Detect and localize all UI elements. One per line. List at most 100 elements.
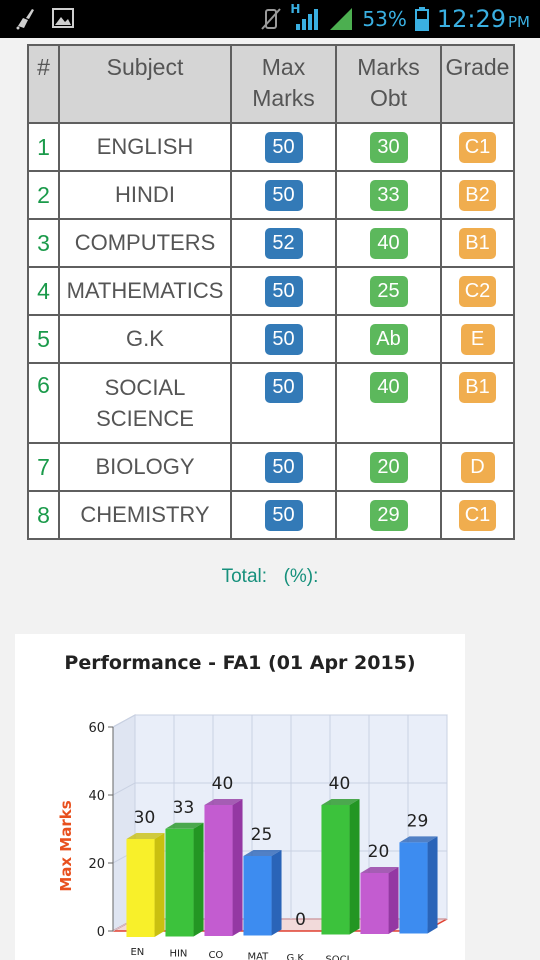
row-max-marks: 50 [230, 266, 337, 316]
table-row: 3 COMPUTERS 52 40 B1 [27, 218, 515, 268]
row-grade: B1 [440, 218, 515, 268]
header-max-marks-line2: Marks [252, 85, 315, 111]
row-max-marks: 52 [230, 218, 337, 268]
chart-x-label: EN [130, 947, 144, 958]
row-grade: C1 [440, 490, 515, 540]
notification-icons [14, 6, 74, 30]
header-marks-obt: Marks Obt [335, 44, 442, 124]
chart-y-tick-label: 0 [97, 925, 105, 940]
row-max-marks: 50 [230, 442, 337, 492]
chart-data-label: 20 [368, 842, 390, 862]
row-num: 2 [27, 170, 60, 220]
grade-badge: D [460, 451, 495, 483]
header-marks-obt-line1: Marks [357, 54, 420, 80]
total-percent-label: (%): [283, 566, 319, 587]
row-subject: COMPUTERS [58, 218, 232, 268]
row-subject: CHEMISTRY [58, 490, 232, 540]
clock-time: 12:29 [436, 5, 506, 33]
status-bar: H 53% 12:29 PM [0, 0, 540, 38]
row-marks-obt: 33 [335, 170, 442, 220]
chart-bar-side [193, 822, 204, 937]
table-row: 7 BIOLOGY 50 20 D [27, 442, 515, 492]
chart-bar [204, 805, 233, 936]
chart-bar [165, 828, 194, 937]
grade-badge: B1 [459, 227, 496, 259]
row-subject: SOCIAL SCIENCE [58, 362, 232, 444]
row-num: 4 [27, 266, 60, 316]
marks-obt-badge: 40 [369, 372, 408, 403]
row-marks-obt: Ab [335, 314, 442, 364]
row-max-marks: 50 [230, 490, 337, 540]
row-num: 7 [27, 442, 60, 492]
chart-y-tick-label: 20 [88, 857, 105, 872]
cleaner-broom-icon [16, 9, 34, 30]
clock-ampm: PM [508, 13, 530, 31]
row-max-marks: 50 [230, 170, 337, 220]
max-marks-badge: 50 [264, 451, 303, 483]
row-subject: MATHEMATICS [58, 266, 232, 316]
chart-bar [321, 805, 350, 935]
chart-data-labels: 30 33 40 25 0 40 20 29 [134, 774, 429, 930]
marks-obt-badge: 25 [369, 275, 408, 307]
row-marks-obt: 30 [335, 122, 442, 172]
table-row: 2 HINDI 50 33 B2 [27, 170, 515, 220]
row-subject: BIOLOGY [58, 442, 232, 492]
row-grade: B1 [440, 362, 515, 444]
system-status: H 53% 12:29 PM [260, 2, 530, 34]
table-row: 5 G.K 50 Ab E [27, 314, 515, 364]
row-grade: C2 [440, 266, 515, 316]
chart-bar-side [349, 799, 360, 935]
chart-bar-side [271, 850, 282, 936]
row-marks-obt: 20 [335, 442, 442, 492]
row-max-marks: 50 [230, 362, 337, 444]
grade-badge: C1 [458, 499, 497, 531]
marks-obt-badge: 20 [369, 451, 408, 483]
row-subject: G.K [58, 314, 232, 364]
chart-data-label: 40 [329, 774, 351, 794]
chart-data-label: 25 [251, 825, 273, 845]
row-grade: D [440, 442, 515, 492]
row-num: 1 [27, 122, 60, 172]
chart-bar-top [399, 836, 438, 843]
row-subject-line1: CHEMISTRY [80, 502, 210, 527]
performance-chart: Performance - FA1 (01 Apr 2015) Max Mark… [15, 634, 465, 960]
max-marks-badge: 50 [264, 275, 303, 307]
row-subject-line1: HINDI [115, 182, 175, 207]
chart-y-tick-label: 40 [88, 789, 105, 804]
max-marks-badge: 50 [264, 372, 303, 403]
chart-bar [360, 873, 389, 934]
row-max-marks: 50 [230, 314, 337, 364]
header-max-marks-line1: Max [261, 54, 306, 80]
performance-chart-svg: Performance - FA1 (01 Apr 2015) Max Mark… [57, 652, 448, 960]
row-subject-line1: MATHEMATICS [66, 278, 224, 303]
table-row: 8 CHEMISTRY 50 29 C1 [27, 490, 515, 540]
row-subject-line1: G.K [126, 326, 164, 351]
max-marks-badge: 50 [264, 179, 303, 211]
chart-bar-top [126, 833, 165, 839]
chart-x-label: CO [208, 950, 223, 960]
marks-obt-badge: 29 [369, 499, 408, 531]
marks-obt-badge: 33 [369, 179, 408, 211]
marks-obt-badge: 40 [369, 227, 408, 259]
chart-x-label: MAT [247, 952, 269, 960]
row-grade: C1 [440, 122, 515, 172]
grade-badge: B1 [459, 372, 496, 403]
vibrate-mute-icon [261, 8, 282, 30]
row-num: 6 [27, 362, 60, 444]
max-marks-badge: 50 [264, 131, 303, 163]
battery-percent: 53% [362, 7, 407, 31]
chart-x-labels: EN HIN CO MAT G.K SOCI [130, 947, 349, 960]
chart-bar-side [388, 867, 399, 934]
marks-table: # Subject Max Marks Marks Obt Grade 1 ENG… [27, 44, 515, 540]
table-row: 4 MATHEMATICS 50 25 C2 [27, 266, 515, 316]
chart-bar-side [232, 799, 243, 936]
chart-y-ticks: 0 20 40 60 [88, 721, 113, 940]
data-signal-icon: H [290, 2, 320, 32]
row-marks-obt: 29 [335, 490, 442, 540]
row-subject-line1: SOCIAL [104, 375, 186, 400]
chart-title: Performance - FA1 (01 Apr 2015) [64, 652, 415, 674]
chart-bar [243, 856, 272, 936]
chart-bar-top [165, 822, 204, 829]
total-label: Total: [221, 566, 268, 587]
chart-x-label: SOCI [325, 955, 349, 960]
